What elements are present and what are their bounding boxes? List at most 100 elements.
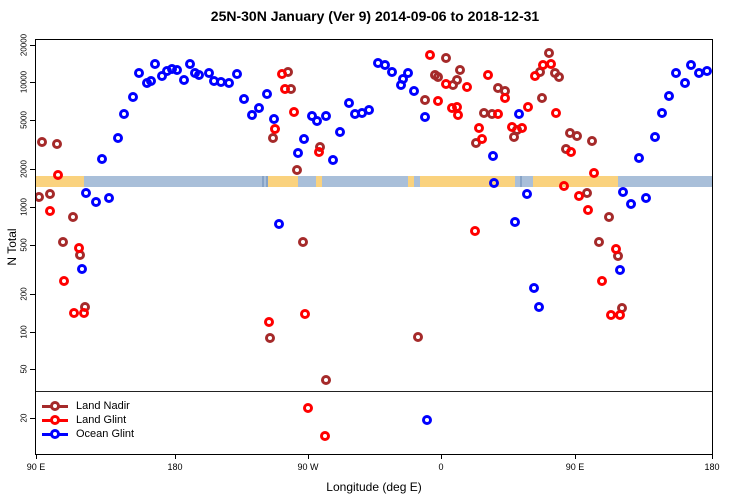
y-tick-mark	[30, 332, 35, 333]
data-point	[247, 110, 257, 120]
band-land-segment	[533, 176, 618, 187]
data-point	[559, 181, 569, 191]
data-point	[664, 91, 674, 101]
data-point	[292, 165, 302, 175]
data-point	[657, 108, 667, 118]
data-point	[597, 276, 607, 286]
legend-marker-icon	[42, 415, 68, 425]
data-point	[587, 136, 597, 146]
band-land-segment	[408, 176, 414, 187]
legend-item: Land Glint	[42, 413, 126, 427]
data-point	[433, 96, 443, 106]
x-tick-label: 0	[438, 462, 444, 472]
data-point	[441, 79, 451, 89]
threshold-line	[36, 391, 712, 392]
data-point	[522, 189, 532, 199]
data-point	[45, 189, 55, 199]
data-point	[36, 192, 44, 202]
data-point	[474, 123, 484, 133]
data-point	[269, 114, 279, 124]
x-tick-mark	[575, 454, 576, 459]
data-point	[615, 265, 625, 275]
data-point	[618, 187, 628, 197]
x-tick-label: 180	[704, 462, 720, 472]
legend-item: Ocean Glint	[42, 427, 134, 441]
y-tick-label: 100	[19, 325, 29, 339]
data-point	[270, 124, 280, 134]
data-point	[489, 178, 499, 188]
data-point	[128, 92, 138, 102]
data-point	[594, 237, 604, 247]
data-point	[566, 147, 576, 157]
band-land-segment	[316, 176, 322, 187]
y-tick-label: 50	[19, 364, 29, 374]
data-point	[146, 76, 156, 86]
data-point	[680, 78, 690, 88]
x-tick-mark	[441, 454, 442, 459]
y-tick-label: 20	[19, 413, 29, 423]
data-point	[425, 50, 435, 60]
data-point	[312, 116, 322, 126]
data-point	[650, 132, 660, 142]
y-axis-label: N Total	[5, 228, 19, 266]
data-point	[529, 283, 539, 293]
data-point	[335, 127, 345, 137]
data-point	[413, 332, 423, 342]
data-point	[517, 123, 527, 133]
data-point	[280, 84, 290, 94]
scatter-points-layer	[36, 40, 712, 454]
y-tick-mark	[30, 169, 35, 170]
x-tick-label: 90 W	[297, 462, 319, 472]
data-point	[534, 302, 544, 312]
data-point	[53, 170, 63, 180]
data-point	[422, 415, 432, 425]
y-tick-label: 2000	[19, 160, 29, 178]
data-point	[455, 65, 465, 75]
data-point	[81, 188, 91, 198]
y-tick-mark	[30, 245, 35, 246]
data-point	[523, 102, 533, 112]
data-point	[194, 70, 204, 80]
data-point	[403, 68, 413, 78]
data-point	[488, 151, 498, 161]
data-point	[544, 48, 554, 58]
y-tick-mark	[30, 369, 35, 370]
x-axis-label: Longitude (deg E)	[326, 480, 422, 494]
data-point	[113, 133, 123, 143]
land-ocean-band	[36, 176, 712, 187]
legend-item: Land Nadir	[42, 399, 130, 413]
data-point	[91, 197, 101, 207]
data-point	[69, 308, 79, 318]
data-point	[37, 137, 47, 147]
data-point	[572, 131, 582, 141]
data-point	[328, 155, 338, 165]
data-point	[77, 264, 87, 274]
data-point	[45, 206, 55, 216]
data-point	[59, 276, 69, 286]
x-tick-label: 180	[167, 462, 183, 472]
x-tick-mark	[712, 454, 713, 459]
x-tick-label: 90 E	[565, 462, 585, 472]
band-streak	[262, 176, 264, 187]
data-point	[321, 375, 331, 385]
data-point	[254, 103, 264, 113]
data-point	[262, 89, 272, 99]
data-point	[546, 59, 556, 69]
data-point	[185, 59, 195, 69]
y-tick-label: 500	[19, 238, 29, 252]
data-point	[702, 66, 712, 76]
legend-marker-icon	[42, 401, 68, 411]
y-tick-label: 1000	[19, 198, 29, 216]
data-point	[537, 93, 547, 103]
data-point	[387, 67, 397, 77]
data-point	[97, 154, 107, 164]
data-point	[420, 95, 430, 105]
data-point	[483, 70, 493, 80]
data-point	[634, 153, 644, 163]
data-point	[300, 309, 310, 319]
data-point	[134, 68, 144, 78]
data-point	[150, 59, 160, 69]
y-tick-mark	[30, 207, 35, 208]
legend-label: Land Glint	[76, 414, 127, 426]
